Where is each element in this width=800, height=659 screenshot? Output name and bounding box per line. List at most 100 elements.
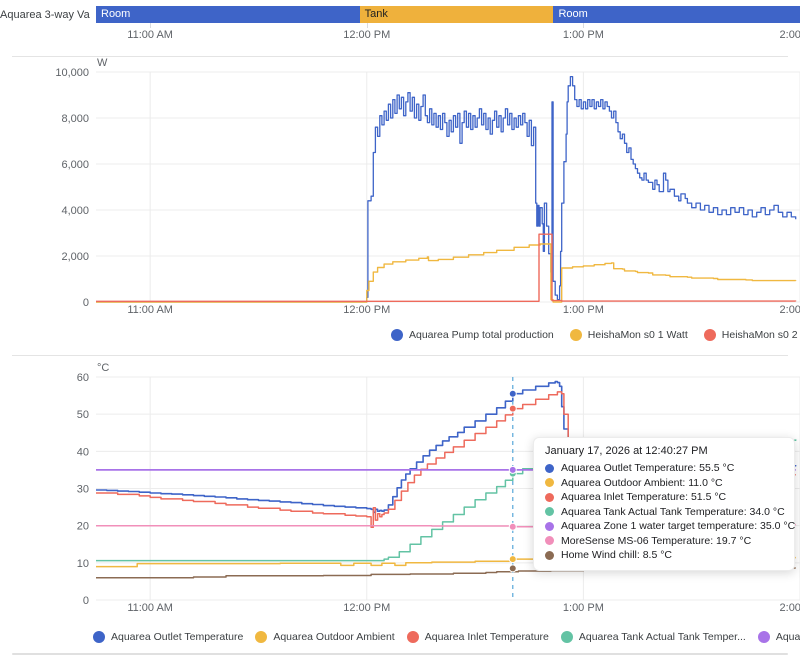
legend-item-aquarea-outlet-temperature[interactable]: Aquarea Outlet Temperature [93, 631, 243, 643]
y-tick-label: 10,000 [55, 67, 89, 79]
tooltip-series-dot [545, 463, 554, 473]
x-tick-label: 11:00 AM [127, 304, 173, 316]
entity-label: Aquarea 3-way Valve [0, 9, 90, 21]
legend-label: Aquarea Outlet Temperature [111, 631, 244, 643]
time-tick-label: 2:00 PM [779, 29, 800, 41]
y-tick-label: 0 [83, 297, 89, 309]
tooltip-row: Aquarea Tank Actual Tank Temperature: 34… [545, 505, 785, 520]
tooltip-row-text: Aquarea Outlet Temperature: 55.5 °C [561, 462, 735, 475]
x-tick-label: 2:00 PM [780, 602, 800, 614]
tooltip-row: Aquarea Inlet Temperature: 51.5 °C [545, 490, 783, 505]
timeline-segment-room[interactable]: Room [96, 6, 360, 23]
temperature-legend: Aquarea Outlet Temperature Aquarea Outdoo… [93, 631, 800, 643]
series-line-heishamon-s0-2-watt [96, 233, 797, 302]
tooltip-series-dot [545, 478, 554, 488]
chart-tooltip: January 17, 2026 at 12:40:27 PM Aquarea … [533, 437, 795, 571]
timeline-segment-tank[interactable]: Tank [359, 6, 554, 23]
y-tick-label: 4,000 [61, 205, 89, 217]
legend-label: Aquarea Pump total production [409, 329, 554, 341]
y-tick-label: 60 [77, 372, 89, 384]
time-tick-mark [366, 23, 368, 28]
x-tick-label: 11:00 AM [127, 602, 173, 614]
y-tick-label: 0 [83, 595, 89, 607]
tooltip-row-text: Aquarea Tank Actual Tank Temperature: 34… [561, 505, 785, 518]
tooltip-series-dot [545, 507, 554, 517]
tooltip-row: Aquarea Zone 1 water target temperature:… [545, 519, 795, 534]
power-legend: Aquarea Pump total production HeishaMon s… [391, 329, 800, 341]
legend-label: Aquarea Zone 1 water target temp... [775, 631, 800, 643]
time-tick-mark [150, 23, 152, 28]
series-line-heishamon-s0-1-watt [96, 243, 797, 303]
crosshair-point-aquarea-outlet-temperature [508, 389, 517, 398]
crosshair-point-aquarea-inlet-temperature [508, 404, 517, 413]
tooltip-row-text: Aquarea Zone 1 water target temperature:… [561, 520, 796, 533]
tooltip-row-text: Aquarea Outdoor Ambient: 11.0 °C [561, 476, 723, 489]
x-tick-label: 12:00 PM [343, 304, 390, 316]
time-tick-label: 12:00 PM [343, 29, 391, 41]
y-tick-label: 50 [77, 409, 89, 421]
legend-label: Aquarea Outdoor Ambient [273, 631, 395, 643]
tooltip-title: January 17, 2026 at 12:40:27 PM [545, 445, 708, 457]
x-tick-label: 12:00 PM [343, 602, 390, 614]
y-tick-label: 8,000 [61, 113, 89, 125]
y-tick-label: 40 [77, 446, 89, 458]
legend-label: Aquarea Inlet Temperature [424, 631, 549, 643]
crosshair-point-aquarea-zone-1-water-target-temperature [508, 465, 517, 474]
legend-label: HeishaMon s0 2 Watt [721, 329, 800, 341]
legend-item-aquarea-pump-total-production[interactable]: Aquarea Pump total production [391, 329, 554, 341]
timeline-bar[interactable]: Room Tank Room [96, 6, 800, 23]
y-tick-label: 2,000 [61, 251, 89, 263]
time-tick-mark [583, 23, 585, 28]
axis-unit-label: W [97, 57, 108, 69]
legend-item-aquarea-inlet-temperature[interactable]: Aquarea Inlet Temperature [406, 631, 549, 643]
legend-dot [703, 329, 716, 341]
divider [12, 653, 788, 655]
series-line-aquarea-pump-total-production [96, 75, 797, 303]
series-line-aquarea-inlet-temperature [96, 391, 796, 528]
legend-dot [93, 631, 105, 643]
x-tick-label: 1:00 PM [563, 602, 604, 614]
tooltip-series-dot [545, 550, 554, 560]
tooltip-series-dot [545, 521, 554, 531]
x-tick-label: 1:00 PM [563, 304, 604, 316]
timeline-segment-room[interactable]: Room [553, 6, 800, 23]
legend-dot [391, 329, 403, 341]
time-tick-label: 11:00 AM [127, 29, 173, 41]
legend-dot [255, 631, 268, 643]
legend-item-aquarea-tank-actual-tank-temper[interactable]: Aquarea Tank Actual Tank Temper... [560, 631, 746, 643]
timeline-segment-label: Tank [364, 8, 388, 20]
tooltip-row: Aquarea Outdoor Ambient: 11.0 °C [545, 476, 783, 491]
y-tick-label: 10 [77, 558, 89, 570]
legend-dot [757, 631, 770, 643]
legend-item-heishamon-s0-2-watt[interactable]: HeishaMon s0 2 Watt [703, 329, 800, 341]
timeline-segment-label: Room [101, 8, 131, 20]
legend-dot [560, 631, 573, 643]
crosshair-point-aquarea-outdoor-ambient [508, 555, 517, 564]
legend-dot [406, 631, 419, 643]
tooltip-series-dot [545, 536, 554, 546]
divider [12, 355, 788, 356]
legend-item-aquarea-zone-1-water-target-temp[interactable]: Aquarea Zone 1 water target temp... [757, 631, 800, 643]
tooltip-series-dot [545, 492, 554, 502]
axis-unit-label: °C [97, 362, 109, 374]
legend-dot [569, 329, 582, 341]
tooltip-row: Home Wind chill: 8.5 °C [545, 548, 783, 563]
legend-label: Aquarea Tank Actual Tank Temper... [578, 631, 746, 643]
crosshair-point-moresense-ms-06-temperature [508, 522, 517, 531]
divider [12, 56, 788, 57]
tooltip-row-text: Home Wind chill: 8.5 °C [561, 549, 672, 562]
legend-label: HeishaMon s0 1 Watt [587, 329, 688, 341]
time-tick-label: 1:00 PM [562, 29, 604, 41]
tooltip-row-text: MoreSense MS-06 Temperature: 19.7 °C [561, 534, 752, 547]
tooltip-row: MoreSense MS-06 Temperature: 19.7 °C [545, 534, 783, 549]
y-tick-label: 20 [77, 521, 89, 533]
y-tick-label: 6,000 [61, 159, 89, 171]
crosshair-point-home-wind-chill [508, 564, 517, 573]
legend-item-aquarea-outdoor-ambient[interactable]: Aquarea Outdoor Ambient [255, 631, 395, 643]
power-chart[interactable]: 0 2,000 4,000 6,000 8,000 10,000 11:00 AM 12:00… [0, 57, 800, 322]
timeline-segment-label: Room [558, 8, 588, 20]
tooltip-row-text: Aquarea Inlet Temperature: 51.5 °C [561, 491, 727, 504]
tooltip-row: Aquarea Outlet Temperature: 55.5 °C [545, 461, 783, 476]
legend-item-heishamon-s0-1-watt[interactable]: HeishaMon s0 1 Watt [569, 329, 688, 341]
